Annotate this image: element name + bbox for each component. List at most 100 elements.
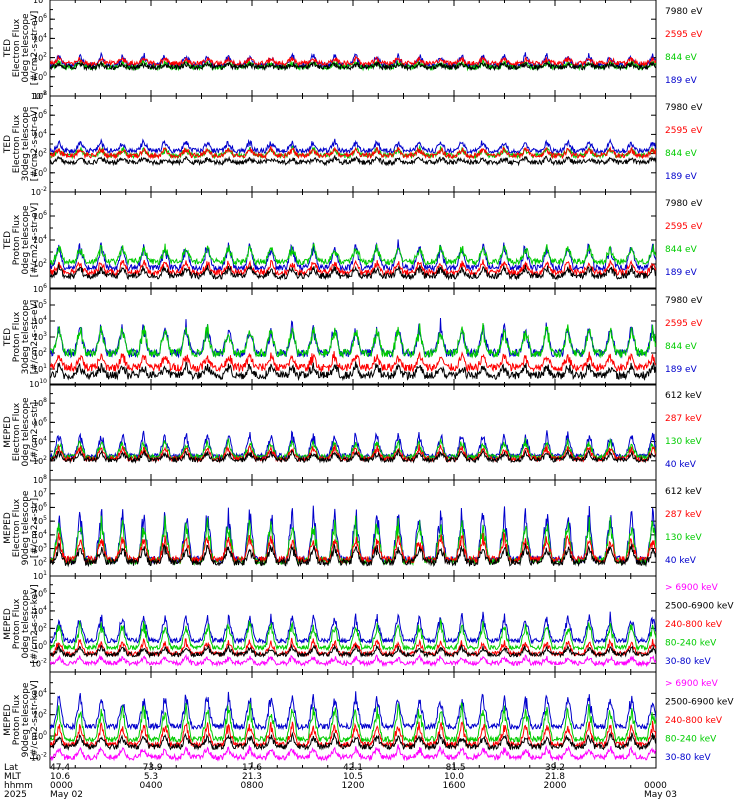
flux-panel: 10-2 100 102 104 106 108 TEDElectron Flux0deg … bbox=[3, 0, 703, 101]
flux-series-line bbox=[50, 643, 656, 659]
y-tick-label: 10-2 bbox=[31, 90, 47, 101]
panels: 10-2 100 102 104 106 108 TEDElectron Flux0deg … bbox=[3, 0, 734, 769]
channel-legend-entry: 2595 eV bbox=[665, 126, 703, 136]
flux-series-line bbox=[50, 702, 656, 744]
orbit-value: May 02 bbox=[50, 790, 83, 800]
orbit-value: 21.8 bbox=[545, 772, 565, 782]
plot-frame bbox=[49, 479, 657, 577]
channel-legend-entry: 287 keV bbox=[665, 414, 702, 424]
channel-legend-entry: > 6900 keV bbox=[665, 679, 719, 689]
y-tick-label: 100 bbox=[33, 640, 47, 651]
y-tick-label: 108 bbox=[33, 90, 47, 101]
channel-legend-entry: 844 eV bbox=[665, 53, 698, 63]
channel-legend-entry: 80-240 keV bbox=[665, 735, 717, 745]
y-tick-label: 104 bbox=[33, 529, 47, 540]
channel-legend-entry: 189 eV bbox=[665, 76, 698, 86]
y-tick-label: 106 bbox=[33, 13, 47, 24]
flux-series-line bbox=[50, 54, 656, 68]
flux-series-line bbox=[50, 618, 656, 652]
orbit-value: May 03 bbox=[644, 790, 677, 800]
y-tick-label: 106 bbox=[33, 587, 47, 598]
orbit-value: 1200 bbox=[342, 781, 365, 791]
y-tick-label: 104 bbox=[33, 687, 47, 698]
y-tick-label: 104 bbox=[33, 436, 47, 447]
flux-series-line bbox=[50, 317, 656, 359]
orbit-row-label: 2025 bbox=[4, 790, 27, 800]
flux-series-line bbox=[50, 322, 656, 359]
panel-ylabel: TEDElectron Flux0deg telescope[#/cm2-s-s… bbox=[3, 11, 40, 86]
channel-legend-entry: 287 keV bbox=[665, 510, 702, 520]
flux-series-line bbox=[50, 731, 656, 751]
y-tick-label: 10-2 bbox=[31, 657, 47, 668]
plot-frame bbox=[49, 575, 657, 673]
y-tick-label: 105 bbox=[33, 515, 47, 526]
channel-legend-entry: 80-240 keV bbox=[665, 639, 717, 649]
y-tick-label: 102 bbox=[33, 709, 47, 720]
channel-legend-entry: 40 keV bbox=[665, 556, 697, 566]
y-tick-label: 10-2 bbox=[31, 186, 47, 197]
y-tick-label: 105 bbox=[33, 299, 47, 310]
channel-legend-entry: 189 eV bbox=[665, 268, 698, 278]
flux-series-line bbox=[50, 448, 656, 464]
channel-legend-entry: 30-80 keV bbox=[665, 657, 711, 667]
flux-series-line bbox=[50, 531, 656, 565]
orbit-value: -73.9 bbox=[139, 763, 163, 773]
y-tick-label: 104 bbox=[33, 234, 47, 245]
orbit-value: 1600 bbox=[443, 781, 466, 791]
y-tick-label: 103 bbox=[33, 331, 47, 342]
orbit-value: 10.5 bbox=[343, 772, 363, 782]
flux-series-line bbox=[50, 744, 656, 762]
orbit-value: 10.6 bbox=[50, 772, 70, 782]
y-tick-label: 103 bbox=[33, 543, 47, 554]
y-tick-label: 102 bbox=[33, 556, 47, 567]
orbit-value: 2000 bbox=[544, 781, 567, 791]
y-tick-label: 106 bbox=[33, 416, 47, 427]
y-tick-label: 104 bbox=[33, 32, 47, 43]
orbit-value: 0400 bbox=[140, 781, 163, 791]
flux-series-line bbox=[50, 691, 656, 731]
y-tick-label: 106 bbox=[33, 109, 47, 120]
flux-series-line bbox=[50, 611, 656, 645]
orbit-row-label: hhmm bbox=[4, 781, 33, 791]
orbit-value: 0000 bbox=[644, 781, 667, 791]
panel-ylabel: TEDElectron Flux30deg telescope[#/cm2-s-… bbox=[3, 106, 40, 181]
y-tick-label: 100 bbox=[33, 730, 47, 741]
flux-series-line bbox=[50, 137, 656, 155]
flux-panel: 101 102 103 104 105 106 107 108 MEPEDElectron Fl… bbox=[3, 474, 702, 581]
y-tick-label: 106 bbox=[33, 210, 47, 221]
channel-legend-entry: 2500-6900 keV bbox=[665, 602, 734, 612]
channel-legend-entry: 844 eV bbox=[665, 149, 698, 159]
channel-legend-entry: 189 eV bbox=[665, 365, 698, 375]
y-tick-label: 102 bbox=[33, 258, 47, 269]
y-tick-label: 101 bbox=[33, 570, 47, 581]
y-tick-label: 101 bbox=[33, 363, 47, 374]
y-tick-label: 108 bbox=[33, 474, 47, 485]
channel-legend-entry: 612 keV bbox=[665, 391, 702, 401]
orbit-row-label: MLT bbox=[4, 772, 22, 782]
y-tick-label: 1010 bbox=[29, 378, 47, 389]
channel-legend-entry: 844 eV bbox=[665, 342, 698, 352]
y-tick-label: 10-2 bbox=[31, 751, 47, 762]
orbit-value: 0800 bbox=[241, 781, 264, 791]
panel-ylabel: MEPEDProton Flux0deg telescope[#/cm2-s-s… bbox=[3, 584, 40, 663]
orbit-value: 10.0 bbox=[444, 772, 464, 782]
channel-legend-entry: 7980 eV bbox=[665, 199, 703, 209]
channel-legend-entry: 2595 eV bbox=[665, 222, 703, 232]
flux-series-line bbox=[50, 361, 656, 382]
orbit-value: -81.5 bbox=[442, 763, 465, 773]
y-tick-label: 102 bbox=[33, 52, 47, 63]
flux-series-line bbox=[50, 653, 656, 668]
flux-panel: 10-2 100 102 104 106 108 TEDElectron Flux30deg… bbox=[3, 90, 703, 197]
y-tick-label: 104 bbox=[33, 315, 47, 326]
y-tick-label: 106 bbox=[33, 501, 47, 512]
orbit-value: 5.3 bbox=[144, 772, 158, 782]
flux-series-line bbox=[50, 351, 656, 374]
channel-legend-entry: 130 keV bbox=[665, 437, 702, 447]
channel-legend-entry: 40 keV bbox=[665, 460, 697, 470]
channel-legend-entry: 189 eV bbox=[665, 172, 698, 182]
orbit-row-label: Lat bbox=[4, 763, 19, 773]
channel-legend-entry: 7980 eV bbox=[665, 103, 703, 113]
y-tick-label: 102 bbox=[33, 455, 47, 466]
